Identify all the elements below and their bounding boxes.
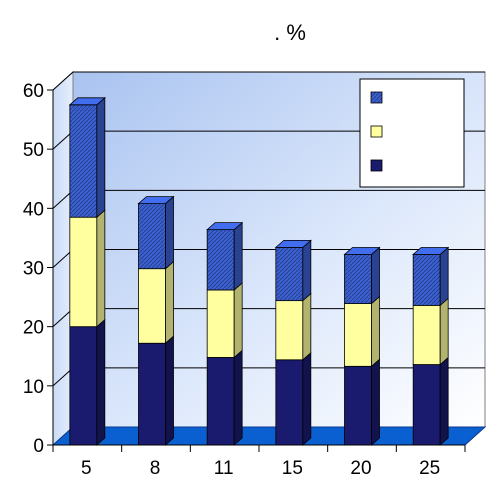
legend-item <box>370 91 383 104</box>
y-tick-label: 50 <box>23 140 44 161</box>
bar-segment <box>344 295 380 368</box>
bar-side <box>439 297 449 366</box>
bar-front <box>206 289 235 358</box>
bar-front <box>138 342 166 446</box>
bar-hatch <box>207 229 235 290</box>
bar-front <box>69 326 98 446</box>
bar-segment <box>344 358 380 446</box>
bar-stack <box>274 239 312 446</box>
legend-item <box>370 159 383 172</box>
bar-side <box>302 351 312 446</box>
bar-hatch <box>413 254 441 306</box>
bar-segment <box>412 297 449 366</box>
bars <box>68 96 450 446</box>
bar-side <box>165 195 174 270</box>
bar-side <box>371 246 380 305</box>
bar-front <box>344 303 372 367</box>
bar-front <box>275 359 304 446</box>
bar-segment <box>206 282 243 359</box>
y-tick-label: 10 <box>23 377 44 398</box>
bar-side <box>165 335 174 446</box>
bar-side <box>439 246 449 307</box>
bar-segment <box>275 292 312 361</box>
bar-segment <box>137 195 175 270</box>
chart-title-text: . % <box>274 20 306 45</box>
y-tick-label: 30 <box>23 259 44 280</box>
y-tick-label: 0 <box>33 436 44 457</box>
gridline <box>52 71 485 91</box>
bar-segment <box>138 260 174 345</box>
bar-segment <box>69 209 106 328</box>
bar-top <box>68 97 106 106</box>
bar-segment <box>412 246 450 307</box>
bar-top <box>206 222 244 231</box>
bar-side <box>371 358 380 446</box>
bar-side <box>371 295 380 368</box>
x-tick-label: 11 <box>214 458 234 479</box>
bar-front <box>69 216 98 328</box>
x-tick-label: 8 <box>150 458 161 479</box>
bar-front <box>275 300 304 361</box>
bar-hatch <box>275 247 303 301</box>
bar-side <box>233 282 243 359</box>
bar-segment <box>275 351 312 446</box>
bar-top <box>343 247 381 255</box>
bar-stack <box>206 221 244 446</box>
bar-stack <box>137 195 175 446</box>
legend-swatch-hatch <box>371 92 382 103</box>
bar-front <box>206 357 235 446</box>
bar-hatch <box>344 254 372 304</box>
bar-segment <box>206 221 244 291</box>
bar-segment <box>206 349 243 446</box>
bar-side <box>302 239 312 302</box>
x-tick-label: 5 <box>81 458 92 479</box>
chart-title: . % <box>274 20 306 45</box>
bar-top <box>137 196 175 205</box>
bar-top <box>412 247 450 255</box>
bar-segment <box>412 356 449 446</box>
x-tick-label: 15 <box>282 458 303 479</box>
bar-side <box>439 356 449 446</box>
bar-hatch <box>69 104 97 218</box>
bar-front <box>412 304 441 365</box>
y-tick-label: 20 <box>23 318 44 339</box>
legend-swatch <box>370 125 383 138</box>
bar-front <box>344 365 372 446</box>
x-tick-label: 20 <box>350 458 371 479</box>
bar-side <box>96 318 106 446</box>
legend-swatch <box>370 159 383 172</box>
bar-front <box>138 268 166 344</box>
bar-side <box>302 292 312 361</box>
legend <box>359 78 465 188</box>
bar-segment <box>274 239 312 302</box>
bar-segment <box>138 335 174 446</box>
bar-hatch <box>138 203 166 269</box>
legend-item <box>370 125 383 138</box>
axes: 0 10 20 30 40 50 60 5 8 11 15 20 25 <box>23 81 466 479</box>
bar-side <box>96 96 106 219</box>
bar-side <box>96 209 106 328</box>
bar-stack <box>412 246 450 446</box>
bar-segment <box>343 246 381 305</box>
bar-stack <box>68 96 106 446</box>
bar-side <box>165 260 174 345</box>
bar-side <box>233 349 243 446</box>
y-tick-label: 60 <box>23 81 44 102</box>
y-tick-label: 40 <box>23 199 44 220</box>
bar-top <box>274 239 312 248</box>
bar-segment <box>69 318 106 446</box>
bar-front <box>412 364 441 446</box>
bar-side <box>233 221 243 291</box>
bar-segment <box>68 96 106 219</box>
x-tick-label: 25 <box>419 458 440 479</box>
bar-stack <box>343 246 381 446</box>
